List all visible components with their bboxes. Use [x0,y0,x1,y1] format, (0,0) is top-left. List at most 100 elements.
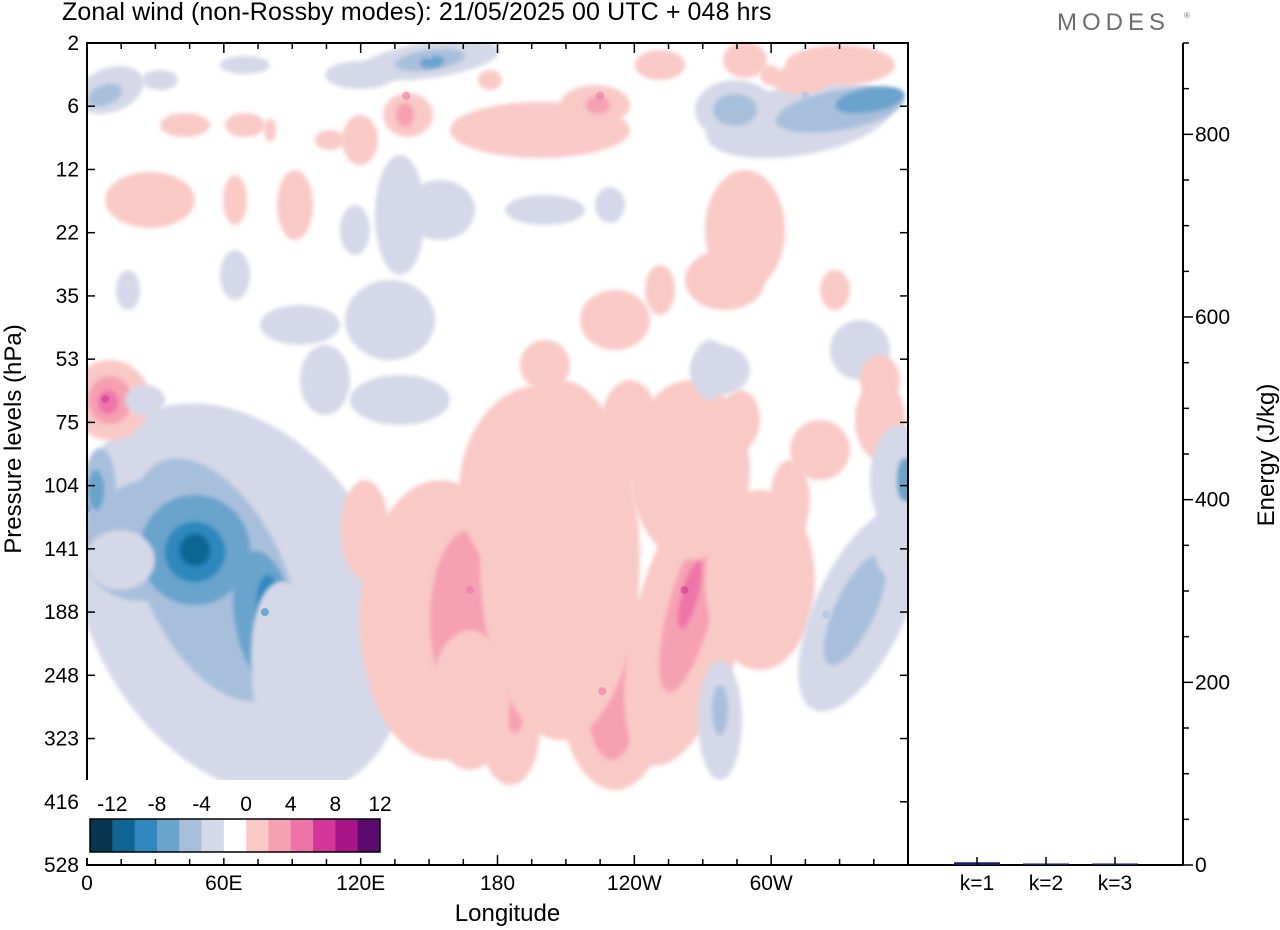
contour-blob [87,530,155,590]
wind-contour-field [87,43,908,840]
contour-blob [160,113,210,137]
contour-blob [430,630,510,770]
contour-blob [396,103,414,127]
colorbar-label: 0 [240,793,252,816]
bar-category-label: k=3 [1098,872,1132,895]
y-tick-label: 53 [56,348,79,371]
colorbar-swatch [156,819,180,852]
contour-blob [88,470,104,510]
x-tick-label: 120E [336,872,385,895]
energy-tick-label: 600 [1195,306,1230,329]
contour-blob [180,534,210,566]
contour-blob [142,70,178,90]
contour-blob [720,390,760,450]
feature-point [680,585,689,594]
colorbar-frame [89,818,381,853]
energy-tick-label: 400 [1195,489,1230,512]
contour-blob [220,56,270,74]
contour-blob [478,70,502,90]
colorbar-swatch [201,819,225,852]
contour-blob [420,55,444,69]
colorbar-label: -8 [148,793,167,816]
contour-blob [260,305,340,345]
contour-blob [685,250,765,310]
colorbar-swatch [134,819,158,852]
contour-blob [220,250,250,300]
colorbar-swatch [112,819,136,852]
colorbar-swatch [90,819,113,852]
bar-category-label: k=2 [1029,872,1063,895]
feature-point [598,687,607,696]
contour-blob [723,43,767,78]
contour-blob [823,554,887,666]
contour-blob [105,172,195,228]
x-axis-label: Longitude [455,900,560,927]
contour-blob [341,480,389,580]
contour-blob [505,195,585,225]
contour-blob [712,685,728,735]
x-tick-label: 180 [480,872,515,895]
y-tick-label: 104 [44,475,79,498]
contour-blob [873,500,908,580]
contour-blob [678,561,702,629]
contour-blob [325,61,395,89]
feature-point [101,395,110,404]
contour-blob [225,113,265,137]
brand-registered-mark: ® [1184,11,1190,20]
y-tick-label: 6 [67,95,79,118]
colorbar-label: -4 [192,793,211,816]
feature-point [425,51,434,60]
colorbar-swatch [268,819,292,852]
contour-blob [705,490,815,670]
colorbar-swatch [357,819,381,852]
energy-bar-axes: 0 200 400 600 800 Energy (J/kg) [907,42,1280,877]
colorbar-label: -12 [97,793,127,816]
contour-blob [897,458,908,502]
contour-blob [635,50,685,80]
energy-tick-label: 800 [1195,123,1230,146]
y-tick-label: 188 [44,601,79,624]
contour-blob [520,340,570,390]
feature-point [801,91,810,100]
feature-point [821,610,830,619]
feature-point [185,544,194,553]
contour-blob [345,280,435,360]
contour-blob [835,86,905,114]
contour-blob [820,270,850,310]
y-axis-label: Pressure levels (hPa) [0,324,27,553]
colorbar-swatch [179,819,203,852]
y-tick-label: 75 [56,411,79,434]
bar-category-label: k=1 [960,872,994,895]
x-tick-label: 0 [81,872,93,895]
energy-tick-label: 200 [1195,671,1230,694]
colorbar-swatch [290,819,314,852]
y-tick-label: 323 [44,728,79,751]
energy-axis-label: Energy (J/kg) [1253,384,1280,527]
colorbar-label: 12 [368,793,391,816]
x-tick-label: 120W [607,872,662,895]
contour-blob [586,96,610,114]
colorbar-legend: -12 -8 -4 0 4 8 12 [84,780,392,858]
energy-bars: k=1 k=2 k=3 [954,857,1138,895]
contour-blob [340,205,370,255]
colorbar-swatch [223,819,247,852]
contour-blob [790,420,850,480]
y-tick-label: 141 [44,538,79,561]
contour-blob [350,375,450,425]
contour-blob [375,155,425,275]
contour-blob [595,187,625,223]
contour-blob [785,45,895,85]
y-tick-label: 12 [56,158,79,181]
contour-blob [342,115,378,165]
contour-blob [264,118,276,142]
y-tick-label: 528 [44,854,79,877]
feature-point [596,91,605,100]
contour-blob [277,170,313,240]
feature-point [466,585,475,594]
contour-blob [300,345,350,415]
contour-blob [630,380,750,560]
contour-blob [760,65,780,85]
contour-blob [223,175,247,225]
contour-blob [645,265,675,315]
